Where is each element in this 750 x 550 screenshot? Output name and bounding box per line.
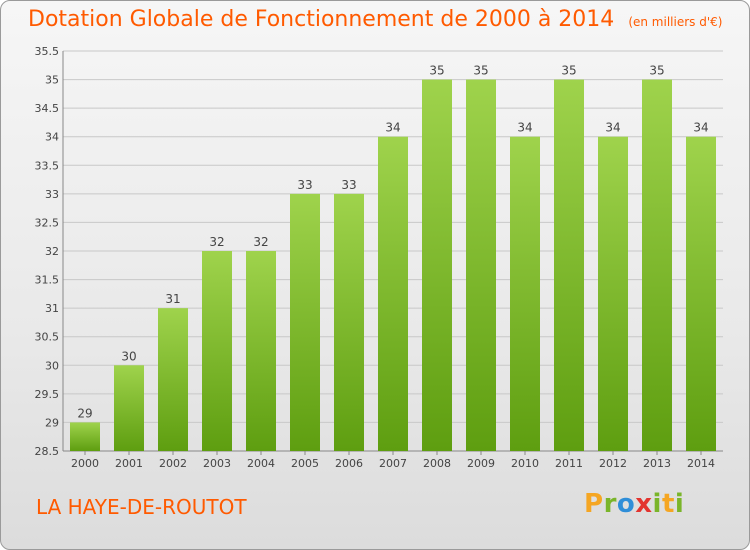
y-tick-label: 29.5: [35, 388, 60, 401]
x-tick-label: 2009: [467, 457, 495, 470]
y-tick-label: 35: [45, 74, 59, 87]
x-tick-label: 2011: [555, 457, 583, 470]
x-tick-label: 2014: [687, 457, 715, 470]
y-tick-label: 35.5: [35, 45, 60, 58]
bar-value-label: 34: [517, 121, 532, 135]
bar-value-label: 33: [341, 178, 356, 192]
logo-letter: i: [652, 489, 662, 519]
bar: [642, 79, 672, 452]
x-tick-label: 2010: [511, 457, 539, 470]
chart-title: Dotation Globale de Fonctionnement de 20…: [28, 7, 722, 32]
bar-value-label: 33: [297, 178, 312, 192]
bar: [554, 79, 584, 452]
x-tick-label: 2003: [203, 457, 231, 470]
x-tick-label: 2007: [379, 457, 407, 470]
y-tick-label: 32: [45, 245, 59, 258]
logo-letter: P: [584, 489, 604, 519]
logo-letter: r: [603, 489, 617, 519]
logo-letter: o: [616, 489, 636, 519]
y-tick-label: 33: [45, 188, 59, 201]
y-tick-label: 31.5: [35, 274, 60, 287]
bar: [114, 365, 144, 451]
y-tick-label: 33.5: [35, 159, 60, 172]
bar: [246, 251, 276, 451]
y-tick-label: 28.5: [35, 445, 60, 458]
bar-value-label: 35: [649, 64, 664, 78]
bar-value-label: 30: [121, 349, 136, 363]
logo-text: Proxiti: [584, 489, 684, 519]
x-tick-label: 2006: [335, 457, 363, 470]
bar: [378, 136, 408, 451]
bar-value-label: 35: [473, 64, 488, 78]
logo-letter: i: [674, 489, 685, 519]
logo-letter: t: [661, 489, 675, 519]
chart-title-text: Dotation Globale de Fonctionnement de 20…: [28, 7, 615, 32]
y-tick-label: 34: [45, 131, 59, 144]
y-tick-label: 34.5: [35, 102, 60, 115]
bar: [686, 136, 716, 451]
bar-value-label: 34: [693, 121, 708, 135]
bar-value-label: 34: [605, 121, 620, 135]
x-tick-label: 2008: [423, 457, 451, 470]
bar-value-label: 29: [77, 406, 92, 420]
bar-value-label: 34: [385, 121, 400, 135]
unit-note: (en milliers d'€): [628, 15, 723, 29]
x-tick-label: 2002: [159, 457, 187, 470]
x-tick-label: 2005: [291, 457, 319, 470]
bar: [598, 136, 628, 451]
bar-value-label: 35: [561, 64, 576, 78]
y-tick-label: 32.5: [35, 216, 60, 229]
x-tick-label: 2004: [247, 457, 275, 470]
bar: [422, 79, 452, 452]
bar: [290, 193, 320, 451]
bar: [202, 251, 232, 451]
x-tick-label: 2012: [599, 457, 627, 470]
y-tick-label: 29: [45, 416, 59, 429]
bar: [70, 422, 100, 451]
x-tick-label: 2013: [643, 457, 671, 470]
bar-value-label: 35: [429, 64, 444, 78]
place-name: LA HAYE-DE-ROUTOT: [36, 495, 247, 519]
x-tick-label: 2000: [71, 457, 99, 470]
x-tick-label: 2001: [115, 457, 143, 470]
bar: [334, 193, 364, 451]
y-tick-label: 30: [45, 359, 59, 372]
bar-value-label: 31: [165, 292, 180, 306]
bar: [158, 308, 188, 451]
bar: [510, 136, 540, 451]
y-tick-label: 31: [45, 302, 59, 315]
y-tick-label: 30.5: [35, 331, 60, 344]
bar-value-label: 32: [209, 235, 224, 249]
logo-letter: x: [635, 489, 653, 519]
bar: [466, 79, 496, 452]
proxiti-logo: Proxiti: [584, 489, 684, 519]
bar-value-label: 32: [253, 235, 268, 249]
